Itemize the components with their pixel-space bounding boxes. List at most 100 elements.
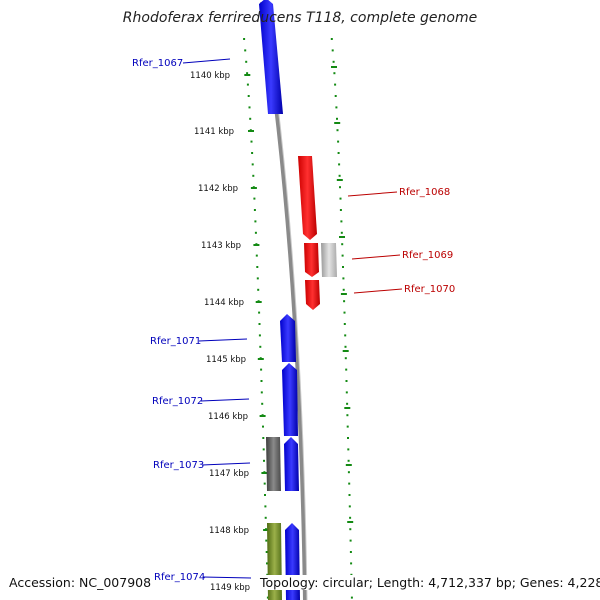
label-rfer-1069[interactable]: Rfer_1069 — [402, 250, 453, 261]
gene-rfer-1069[interactable] — [304, 243, 319, 277]
scale-label-1142: 1142 kbp — [198, 184, 238, 194]
scale-minor-tick — [345, 391, 348, 394]
scale-minor-tick — [245, 60, 248, 63]
scale-minor-tick — [340, 231, 343, 234]
scale-minor-tick — [343, 311, 346, 314]
scale-minor-tick — [345, 368, 348, 371]
scale-major-tick — [263, 529, 270, 531]
gene-rfer-1067[interactable] — [259, 0, 283, 114]
scale-minor-tick — [262, 448, 265, 451]
leader-rfer-1073 — [201, 462, 251, 466]
leader-rfer-1071 — [198, 338, 248, 342]
scale-minor-tick — [266, 596, 269, 599]
outer-dotted-track — [243, 38, 271, 599]
label-rfer-1072[interactable]: Rfer_1072 — [152, 396, 203, 407]
scale-minor-tick — [336, 129, 339, 132]
scale-minor-tick — [260, 391, 263, 394]
label-rfer-1073[interactable]: Rfer_1073 — [153, 460, 204, 471]
scale-minor-tick — [342, 277, 345, 280]
scale-label-1147: 1147 kbp — [209, 469, 249, 479]
scale-minor-tick — [335, 106, 338, 109]
scale-minor-tick — [340, 220, 343, 223]
inner-dotted-track — [330, 38, 355, 599]
scale-minor-tick — [249, 117, 252, 120]
scale-minor-tick — [266, 573, 269, 576]
scale-minor-tick — [347, 448, 350, 451]
label-rfer-1068[interactable]: Rfer_1068 — [399, 187, 450, 198]
leader-rfer-1070 — [353, 288, 403, 294]
scale-labels: 1140 kbp 1141 kbp 1142 kbp 1143 kbp 1144… — [190, 71, 250, 593]
gene-rfer-1072[interactable] — [282, 363, 298, 436]
scale-minor-tick — [346, 414, 349, 417]
scale-minor-tick — [350, 562, 353, 565]
scale-minor-tick — [256, 266, 259, 268]
scale-major-tick — [347, 521, 354, 523]
scale-major-tick — [244, 74, 251, 76]
scale-minor-tick — [344, 334, 347, 337]
genome-title: Rhodoferax ferrireducens T118, complete … — [122, 10, 478, 26]
scale-minor-tick — [252, 174, 255, 177]
scale-minor-tick — [254, 220, 257, 223]
label-rfer-1074[interactable]: Rfer_1074 — [154, 572, 205, 583]
scale-minor-tick — [345, 380, 348, 382]
scale-minor-tick — [253, 209, 256, 211]
gene-labels: Rfer_1067 Rfer_1068 Rfer_1069 Rfer_1070 … — [132, 58, 455, 583]
gene-rfer-1070[interactable] — [305, 280, 320, 310]
scale-minor-tick — [346, 402, 349, 405]
gene-rfer-1071[interactable] — [280, 314, 296, 362]
scale-minor-tick — [342, 266, 344, 268]
scale-minor-tick — [258, 334, 261, 337]
scale-minor-tick — [248, 106, 251, 109]
scale-major-tick — [345, 464, 352, 466]
scale-minor-tick — [341, 254, 344, 257]
scale-minor-tick — [265, 551, 268, 553]
scale-label-1149: 1149 kbp — [210, 583, 250, 593]
scale-minor-tick — [253, 197, 256, 200]
scale-major-tick — [331, 66, 337, 68]
scale-major-tick — [339, 236, 345, 238]
label-rfer-1070[interactable]: Rfer_1070 — [404, 284, 455, 295]
pseudo-gene-dark[interactable] — [266, 437, 281, 491]
accession-text: Accession: NC_007908 — [9, 575, 152, 590]
scale-minor-tick — [251, 163, 254, 166]
scale-major-tick — [344, 407, 351, 409]
scale-minor-tick — [349, 516, 352, 519]
scale-minor-tick — [255, 254, 258, 257]
scale-minor-tick — [347, 437, 349, 439]
scale-minor-tick — [348, 505, 351, 508]
scale-label-1141: 1141 kbp — [194, 127, 234, 137]
scale-minor-tick — [247, 95, 250, 97]
scale-minor-tick — [333, 72, 336, 75]
scale-label-1144: 1144 kbp — [204, 298, 244, 308]
scale-minor-tick — [258, 311, 261, 314]
gene-rfer-1068[interactable] — [298, 156, 317, 240]
scale-minor-tick — [350, 573, 353, 576]
scale-minor-tick — [265, 539, 268, 542]
rna-gene-gray[interactable] — [321, 243, 337, 277]
scale-minor-tick — [254, 231, 257, 234]
scale-minor-tick — [330, 38, 333, 40]
scale-minor-tick — [264, 505, 267, 508]
label-rfer-1071[interactable]: Rfer_1071 — [150, 336, 201, 347]
scale-minor-tick — [256, 277, 259, 280]
scale-minor-tick — [257, 288, 260, 291]
label-rfer-1067[interactable]: Rfer_1067 — [132, 58, 183, 69]
scale-minor-tick — [334, 83, 337, 86]
scale-minor-tick — [260, 380, 263, 382]
leader-rfer-1069 — [351, 254, 401, 260]
scale-minor-tick — [338, 163, 341, 166]
gene-rfer-1073[interactable] — [284, 437, 299, 491]
leader-rfer-1072 — [200, 398, 250, 402]
scale-major-tick — [342, 350, 349, 352]
scale-minor-tick — [342, 288, 345, 291]
scale-minor-tick — [336, 117, 338, 120]
gene-features — [259, 0, 337, 600]
leader-rfer-1067 — [182, 58, 231, 64]
scale-major-tick — [334, 122, 341, 124]
scale-major-tick — [261, 472, 268, 474]
scale-minor-tick — [266, 562, 268, 565]
scale-minor-tick — [339, 197, 342, 200]
label-leaders — [182, 58, 403, 579]
scale-minor-tick — [339, 209, 342, 211]
